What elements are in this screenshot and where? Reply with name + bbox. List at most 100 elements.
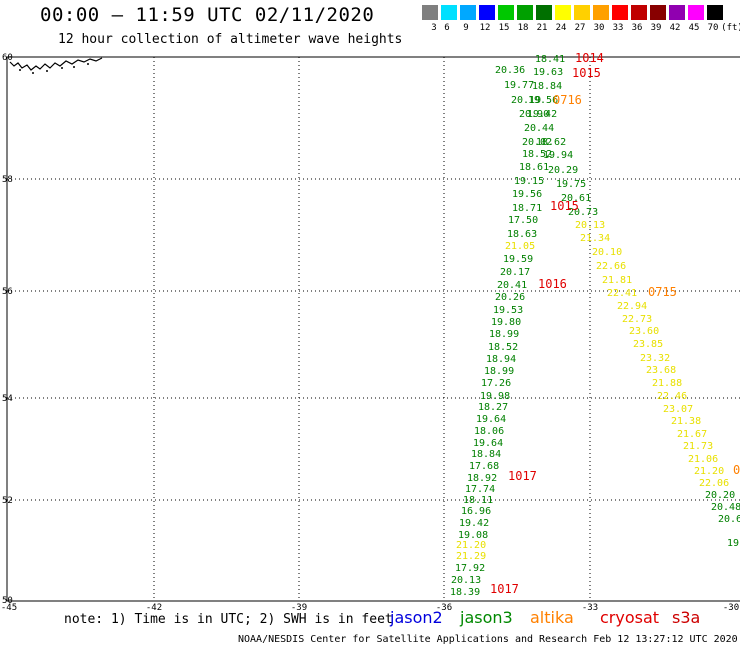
obs-value: 20.13 — [451, 575, 481, 586]
obs-value: 21.81 — [602, 275, 632, 286]
obs-value: 20.10 — [592, 247, 622, 258]
legend-swatch-36 — [631, 5, 647, 20]
obs-value: 22.06 — [699, 478, 729, 489]
obs-value: 19.53 — [493, 305, 523, 316]
obs-value: 18.99 — [489, 329, 519, 340]
satellite-label-altika: altika — [530, 608, 574, 627]
pass-time-label: 1017 — [508, 469, 537, 483]
obs-value: 19.94 — [543, 150, 573, 161]
legend-swatch-18 — [517, 5, 533, 20]
obs-value: 19.75 — [556, 179, 586, 190]
chart-title: 00:00 – 11:59 UTC 02/11/2020 — [40, 4, 375, 26]
legend-label-18: 18 — [517, 23, 529, 33]
satellite-label-jason3: jason3 — [460, 608, 513, 627]
legend-label-30: 30 — [593, 23, 605, 33]
obs-value: 20.17 — [500, 267, 530, 278]
obs-value: 19.77 — [504, 80, 534, 91]
obs-value: 20.41 — [497, 280, 527, 291]
obs-value: 22.66 — [596, 261, 626, 272]
units-note: note: 1) Time is in UTC; 2) SWH is in fe… — [64, 612, 393, 627]
obs-value: 17.74 — [465, 484, 495, 495]
legend-swatch-27 — [574, 5, 590, 20]
obs-value: 18.84 — [532, 81, 562, 92]
obs-value: 21.20 — [694, 466, 724, 477]
lon-label-33: -33 — [582, 603, 598, 613]
obs-value: 19.08 — [458, 530, 488, 541]
obs-value: 21.29 — [456, 551, 486, 562]
legend-swatch-39 — [650, 5, 666, 20]
obs-value: 18.62 — [536, 137, 566, 148]
obs-value: 20.44 — [524, 123, 554, 134]
coastline — [9, 57, 103, 71]
obs-value: 21.05 — [505, 241, 535, 252]
obs-value: 18.61 — [519, 162, 549, 173]
obs-value: 19.59 — [503, 254, 533, 265]
obs-value: 16.96 — [461, 506, 491, 517]
legend-label-21: 21 — [536, 23, 548, 33]
legend-unit-label: (ft) — [721, 23, 740, 33]
obs-value: 21.38 — [671, 416, 701, 427]
obs-value: 21.88 — [652, 378, 682, 389]
obs-value: 17.92 — [455, 563, 485, 574]
legend-label-45: 45 — [688, 23, 700, 33]
lat-label-50: 50 — [2, 596, 13, 606]
legend-swatch-70 — [707, 5, 723, 20]
legend-label-36: 36 — [631, 23, 643, 33]
obs-value: 22.73 — [622, 314, 652, 325]
legend-swatch-24 — [555, 5, 571, 20]
legend-label-24: 24 — [555, 23, 567, 33]
obs-value: 18.63 — [507, 229, 537, 240]
coastline-islands — [19, 63, 89, 74]
obs-value: 18.99 — [484, 366, 514, 377]
obs-value: 21.73 — [683, 441, 713, 452]
lat-label-54: 54 — [2, 394, 13, 404]
obs-value: 21.06 — [688, 454, 718, 465]
legend-swatch-9 — [460, 5, 476, 20]
legend-label-15: 15 — [498, 23, 510, 33]
obs-value: 18.84 — [471, 449, 501, 460]
pass-time-label: 1015 — [572, 66, 601, 80]
obs-value: 23.32 — [640, 353, 670, 364]
obs-value: 20.48 — [711, 502, 740, 513]
obs-value: 20.61 — [561, 193, 591, 204]
obs-value: 18.71 — [512, 203, 542, 214]
latitude-labels: 60 58 56 54 52 50 — [2, 53, 13, 606]
legend-swatch-42 — [669, 5, 685, 20]
cryosat-time-labels: 1014 1015 1015 1016 1017 1017 — [490, 51, 604, 596]
obs-value: 17.50 — [508, 215, 538, 226]
legend-label-12: 12 — [479, 23, 491, 33]
obs-value: 20.20 — [705, 490, 735, 501]
legend-label-6: 6 — [444, 23, 450, 33]
legend-swatch-45 — [688, 5, 704, 20]
obs-value: 19.80 — [491, 317, 521, 328]
legend-label-39: 39 — [650, 23, 662, 33]
altika-time-labels: 0716 0715 0 — [553, 93, 740, 477]
obs-value: 18.06 — [474, 426, 504, 437]
lon-label-39: -39 — [291, 603, 307, 613]
satellite-label-s3a: s3a — [672, 608, 701, 627]
legend-label-33: 33 — [612, 23, 624, 33]
obs-value: 23.68 — [646, 365, 676, 376]
obs-value: 18.92 — [467, 473, 497, 484]
obs-value: 19.15 — [514, 176, 544, 187]
obs-value: 22.46 — [657, 391, 687, 402]
obs-value: 19.56 — [512, 189, 542, 200]
longitude-labels: -45 -42 -39 -36 -33 -30 — [1, 603, 739, 613]
lon-label-30: -30 — [723, 603, 739, 613]
obs-value: 21.20 — [456, 540, 486, 551]
lon-label-42: -42 — [146, 603, 162, 613]
legend-swatch-6 — [441, 5, 457, 20]
obs-value: 19.98 — [480, 391, 510, 402]
obs-value: 20.19 — [511, 95, 541, 106]
lat-label-56: 56 — [2, 287, 13, 297]
satellite-label-cryosat: cryosat — [600, 608, 660, 627]
obs-value: 23.85 — [633, 339, 663, 350]
satellite-label-jason2: jason2 — [390, 608, 443, 627]
obs-value: 18.39 — [450, 587, 480, 598]
obs-value: 21.34 — [580, 233, 610, 244]
obs-value: 18.52 — [488, 342, 518, 353]
obs-value: 22.41 — [607, 288, 637, 299]
obs-value: 18.52 — [522, 149, 552, 160]
legend-swatch-15 — [498, 5, 514, 20]
lon-label-45: -45 — [1, 603, 17, 613]
